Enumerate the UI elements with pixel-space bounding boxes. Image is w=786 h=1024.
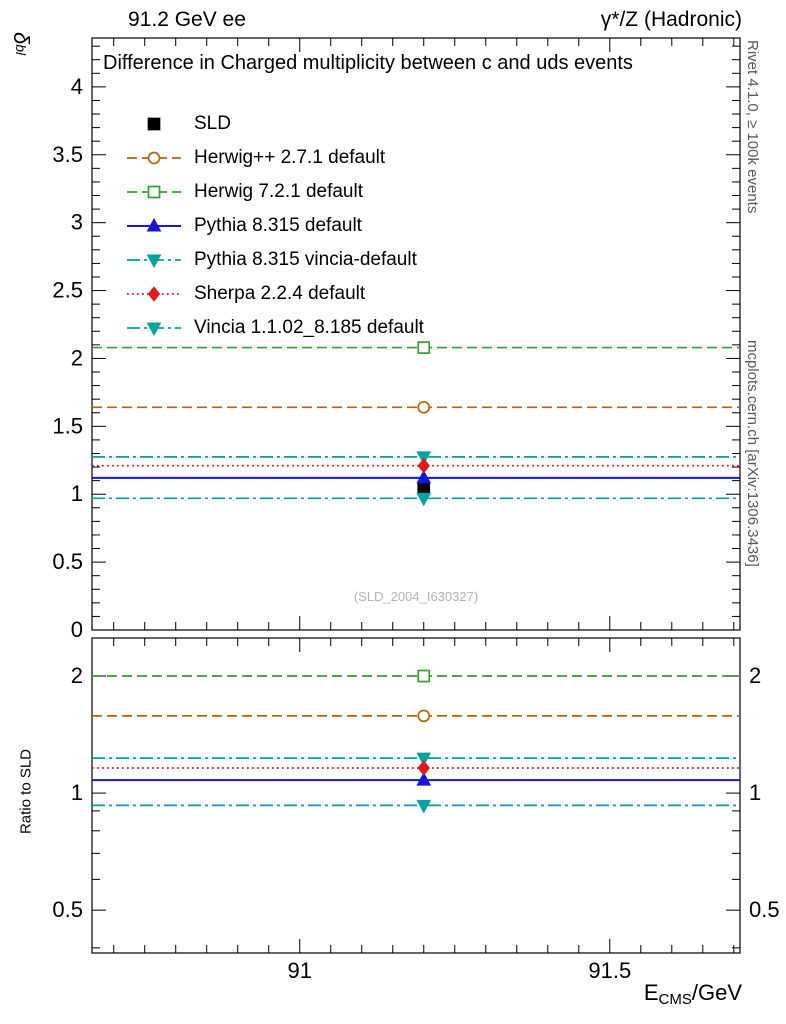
marker-main-2 (417, 341, 431, 354)
legend-label: Pythia 8.315 default (194, 215, 362, 236)
marker-ratio-5 (417, 760, 430, 776)
process-label: γ*/Z (Hadronic) (600, 8, 742, 31)
plot-title: Difference in Charged multiplicity betwe… (103, 52, 633, 74)
ylabel-symbol: δ (9, 32, 34, 45)
rivet-version-note: Rivet 4.1.0, ≥ 100k events (744, 40, 761, 214)
marker-main-4 (416, 451, 432, 465)
legend-item: Pythia 8.315 vincia-default (124, 243, 424, 277)
ratio-y-tick-label-right: 2 (749, 663, 761, 688)
legend-sample (127, 185, 181, 199)
legend-sample (127, 322, 181, 337)
x-axis-label: ECMS/GeV (643, 980, 742, 1008)
legend-sample (127, 217, 181, 232)
marker-main-1 (417, 400, 431, 414)
ratio-y-tick-label-right: 0.5 (749, 897, 780, 922)
legend-item: Sherpa 2.2.4 default (124, 277, 424, 311)
x-tick-label: 91.5 (588, 958, 631, 983)
legend-label: Vincia 1.1.02_8.185 default (194, 317, 424, 338)
ylabel-subscript: bl (13, 44, 29, 56)
y-tick-label: 1 (71, 481, 83, 506)
legend-item: Vincia 1.1.02_8.185 default (124, 311, 424, 345)
legend-item: SLD (124, 107, 424, 141)
legend-marker (147, 117, 161, 131)
x-tick-label: 91 (287, 958, 311, 983)
y-tick-label: 0 (71, 617, 83, 642)
legend-marker (147, 185, 161, 199)
marker-main-5 (417, 457, 430, 474)
main-y-axis-label: δbl (8, 32, 34, 55)
marker-ratio-3 (416, 772, 432, 786)
legend-marker (147, 286, 161, 302)
xlabel-suffix: /GeV (691, 980, 742, 1005)
panel-frame (91, 37, 741, 631)
legend-label: Herwig 7.2.1 default (194, 181, 363, 202)
y-tick-label: 0.5 (52, 549, 83, 574)
y-tick-label: 2 (71, 345, 83, 370)
y-tick-label: 4 (71, 74, 83, 99)
legend-item: Herwig++ 2.7.1 default (124, 141, 424, 175)
legend-label: Pythia 8.315 vincia-default (194, 249, 417, 270)
ratio-y-tick-label-left: 2 (71, 663, 83, 688)
xlabel-subscript: CMS (658, 991, 692, 1008)
marker-ratio-2 (417, 669, 431, 683)
legend-sample (127, 286, 181, 302)
legend-marker (146, 217, 162, 232)
legend-marker (146, 254, 162, 269)
legend-label: Sherpa 2.2.4 default (194, 283, 366, 304)
legend: SLD Herwig++ 2.7.1 default Herwig 7.2.1 de… (124, 107, 424, 345)
xlabel-base: E (643, 980, 659, 1005)
y-tick-label: 3 (71, 210, 83, 235)
legend-marker (147, 151, 161, 165)
beam-energy-label: 91.2 GeV ee (128, 8, 246, 31)
legend-label: SLD (194, 113, 231, 134)
legend-sample (127, 151, 181, 165)
marker-main-3 (416, 469, 432, 484)
y-tick-label: 3.5 (52, 142, 83, 167)
ratio-y-axis-label: Ratio to SLD (17, 748, 35, 835)
ratio-y-tick-label-right: 1 (749, 780, 761, 805)
marker-main-6 (416, 492, 432, 507)
ratio-y-tick-label-left: 0.5 (52, 897, 83, 922)
marker-ratio-4 (416, 752, 432, 767)
marker-ratio-1 (417, 709, 431, 723)
y-tick-label: 1.5 (52, 413, 83, 438)
panel-frame (91, 637, 741, 954)
marker-ratio-6 (416, 799, 432, 814)
legend-item: Herwig 7.2.1 default (124, 175, 424, 209)
analysis-id-watermark: (SLD_2004_I630327) (353, 589, 479, 604)
legend-marker (146, 322, 162, 337)
ratio-y-tick-label-left: 1 (71, 780, 83, 805)
legend-label: Herwig++ 2.7.1 default (194, 147, 386, 168)
legend-item: Pythia 8.315 default (124, 209, 424, 243)
legend-sample (147, 117, 161, 131)
y-tick-label: 2.5 (52, 278, 83, 303)
legend-sample (127, 254, 181, 269)
marker-main-0 (417, 482, 431, 496)
mcplots-arxiv-note: mcplots.cern.ch [arXiv:1306.3436] (744, 340, 761, 567)
